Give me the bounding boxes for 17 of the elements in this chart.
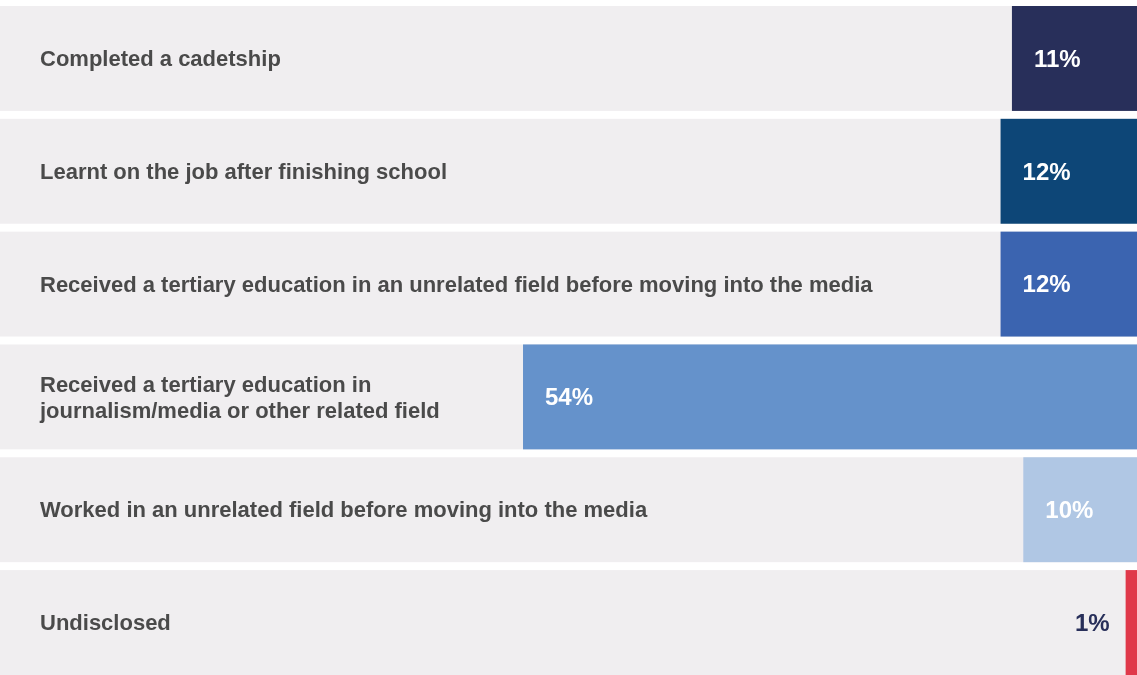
bar: [1000, 231, 1137, 337]
y-tick-label: Received a tertiary education in an unrelated field before moving into the media: [40, 271, 874, 297]
data-label: 54%: [545, 383, 594, 411]
y-tick-label: Completed a cadetship: [40, 46, 281, 72]
bar: [1000, 118, 1137, 224]
data-label: 12%: [1022, 157, 1071, 185]
bar: [1125, 570, 1137, 675]
data-label: 10%: [1045, 496, 1094, 524]
y-tick-label: Worked in an unrelated field before moving into the media: [40, 497, 648, 523]
bar: [1011, 6, 1137, 111]
data-label: 12%: [1022, 270, 1071, 298]
y-tick-label: Undisclosed: [40, 610, 171, 636]
data-label: 1%: [1074, 608, 1110, 636]
y-tick-label: Received a tertiary education in journalism/media or other related field: [39, 371, 440, 423]
data-label: 11%: [1033, 44, 1081, 72]
y-tick-label: Learnt on the job after finishing school: [40, 158, 448, 184]
bar: [1023, 457, 1137, 563]
